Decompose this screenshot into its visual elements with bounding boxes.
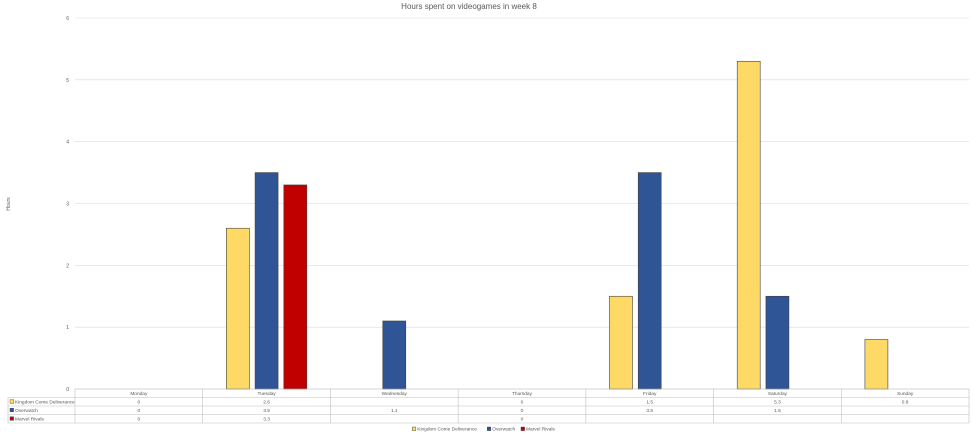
table-series-key [9, 416, 14, 421]
category-label: Wednesday [382, 391, 408, 397]
bars [226, 60, 889, 390]
category-label: Monday [130, 391, 148, 397]
table-value: 3.5 [263, 408, 270, 414]
bar-overwatch-friday [637, 172, 662, 390]
bar-overwatch-wednesday [382, 320, 407, 390]
table-value: 0 [138, 408, 141, 414]
table-value: 3.3 [263, 416, 270, 422]
category-label: Tuesday [257, 391, 276, 397]
category-label: Sunday [897, 391, 914, 397]
y-tick-label: 3 [66, 202, 69, 208]
y-tick-label: 2 [66, 263, 69, 269]
table-value: 1.1 [391, 408, 398, 414]
y-tick-label: 0 [66, 387, 69, 393]
table-value: 3.5 [646, 408, 653, 414]
y-axis-label: Hours [6, 197, 12, 211]
y-axis-ticks: 0 1 2 3 4 5 6 [66, 16, 69, 393]
table-value: 0 [138, 399, 141, 405]
legend-label: Overwatch [492, 427, 515, 433]
legend-swatch-marvel-rivals [520, 426, 525, 431]
legend-swatch-overwatch [487, 426, 492, 431]
category-label: Saturday [768, 391, 788, 397]
bar-kingdom-come-deliverance-friday [609, 295, 633, 390]
table-value: 2.6 [263, 399, 270, 405]
bar-overwatch-tuesday [254, 172, 279, 390]
category-label: Thursday [512, 391, 533, 397]
table-value: 0 [521, 416, 524, 422]
y-tick-label: 4 [66, 140, 69, 146]
table-value: 0 [521, 399, 524, 405]
bar-overwatch-saturday [765, 295, 790, 390]
table-series-key [9, 408, 14, 413]
table-value: 1.5 [646, 399, 653, 405]
legend: Kingdom Come Deliverance Overwatch Marvel … [412, 427, 555, 433]
chart-title: Hours spent on videogames in week 8 [401, 2, 537, 11]
bar-kingdom-come-deliverance-tuesday [226, 227, 250, 390]
table-series-name: Kingdom Come Deliverance [15, 399, 75, 405]
table-series-key [9, 399, 14, 404]
table-value: 5.3 [774, 399, 781, 405]
bar-kingdom-come-deliverance-sunday [864, 339, 889, 390]
y-tick-label: 5 [66, 78, 69, 84]
table-series-name: Marvel Rivals [15, 416, 44, 422]
category-label: Friday [643, 391, 657, 397]
y-tick-label: 1 [66, 325, 69, 331]
table-value: 0.8 [902, 399, 909, 405]
table-value: 0 [521, 408, 524, 414]
bar-kingdom-come-deliverance-saturday [736, 60, 761, 390]
legend-swatch-kingdom-come-deliverance [412, 426, 417, 431]
bar-marvel-rivals-tuesday [283, 184, 308, 390]
legend-label: Marvel Rivals [526, 427, 555, 433]
legend-label: Kingdom Come Deliverance [417, 427, 477, 433]
table-series-name: Overwatch [15, 408, 38, 414]
y-tick-label: 6 [66, 16, 69, 22]
table-value: 0 [138, 416, 141, 422]
data-table: Monday Tuesday Wednesday Thursday Friday Satu… [7, 388, 970, 424]
table-value: 1.5 [774, 408, 781, 414]
gridlines [75, 17, 969, 390]
